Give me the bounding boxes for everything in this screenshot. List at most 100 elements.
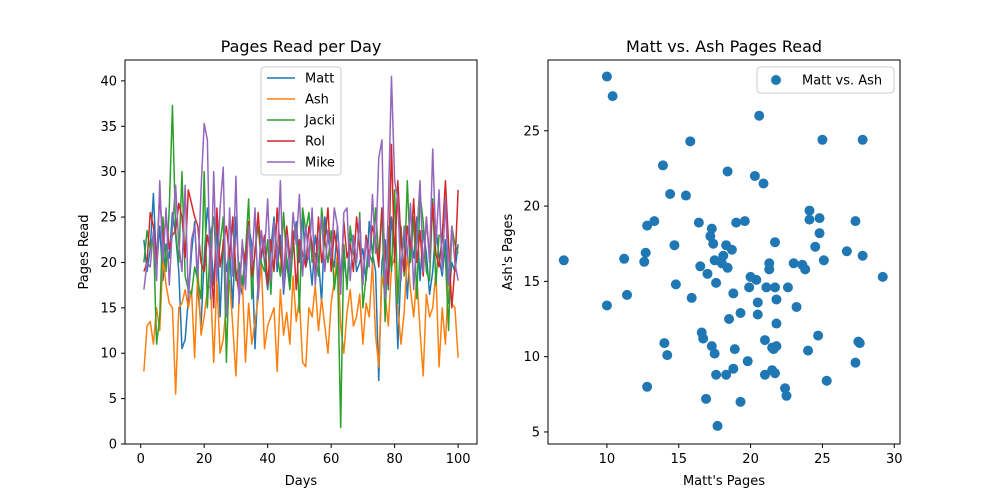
series-line-ash (143, 252, 459, 395)
scatter-chart-xtick-label: 20 (742, 452, 759, 467)
scatter-point (735, 396, 746, 407)
scatter-point (705, 231, 716, 242)
scatter-legend-marker (771, 75, 781, 85)
scatter-point (722, 262, 733, 273)
scatter-point (662, 350, 673, 361)
line-chart-xtick-label: 20 (196, 452, 213, 467)
scatter-chart-ytick-label: 25 (523, 124, 540, 139)
scatter-point (680, 190, 691, 201)
scatter-point (739, 216, 750, 227)
scatter-point (712, 420, 723, 431)
scatter-point (731, 217, 742, 228)
line-chart-ytick-label: 25 (100, 211, 117, 226)
scatter-point (814, 228, 825, 239)
scatter-point (706, 341, 717, 352)
line-chart-panel: Pages Read per Day 0 20 40 60 80 100 0 5 10 15 20 2… (77, 37, 478, 489)
scatter-point (810, 241, 821, 252)
scatter-point (711, 369, 722, 380)
scatter-point (759, 369, 770, 380)
scatter-point (711, 277, 722, 288)
scatter-point (698, 333, 709, 344)
scatter-point (669, 240, 680, 251)
line-chart-xtick-label: 0 (137, 452, 145, 467)
scatter-chart-ylabel: Ash's Pages (501, 213, 516, 290)
scatter-point (857, 250, 868, 261)
scatter-chart-ytick-label: 20 (523, 200, 540, 215)
line-chart-ytick-label: 35 (100, 120, 117, 135)
scatter-point (558, 255, 569, 266)
scatter-point (788, 258, 799, 269)
legend-label-jacki: Jacki (304, 114, 335, 129)
scatter-point (686, 292, 697, 303)
scatter-chart-legend: Matt vs. Ash (756, 66, 895, 94)
scatter-point (718, 250, 729, 261)
scatter-chart-xtick-label: 25 (814, 452, 831, 467)
line-chart-ylabel: Pages Read (77, 214, 92, 289)
scatter-point (782, 282, 793, 293)
series-line-jacki (143, 104, 459, 429)
legend-label-mike: Mike (305, 156, 335, 171)
line-chart-ytick-label: 15 (100, 301, 117, 316)
scatter-chart-xlabel: Matt's Pages (683, 474, 765, 489)
scatter-chart-xtick-label: 10 (599, 452, 616, 467)
scatter-point (724, 314, 735, 325)
scatter-point (659, 338, 670, 349)
line-chart-legend-box (260, 66, 342, 176)
legend-label-rol: Rol (305, 135, 325, 150)
scatter-point (701, 393, 712, 404)
scatter-point (665, 189, 676, 200)
scatter-point (726, 244, 737, 255)
line-chart-title: Pages Read per Day (221, 37, 382, 56)
scatter-point (854, 338, 865, 349)
scatter-point (642, 381, 653, 392)
scatter-point (729, 344, 740, 355)
line-chart-legend: Matt Ash Jacki Rol Mike (260, 66, 342, 176)
scatter-chart-ticks: 10 15 20 25 30 5 10 15 20 25 (523, 124, 902, 467)
scatter-point (735, 307, 746, 318)
scatter-point (791, 301, 802, 312)
line-chart-series (143, 75, 459, 429)
scatter-chart-legend-box (756, 66, 895, 94)
scatter-point (754, 110, 765, 121)
scatter-point (693, 217, 704, 228)
scatter-point (857, 134, 868, 145)
scatter-point (821, 375, 832, 386)
scatter-point (619, 253, 630, 264)
scatter-point (803, 345, 814, 356)
scatter-point (770, 368, 780, 379)
scatter-point (771, 294, 782, 305)
scatter-point (770, 237, 780, 248)
scatter-point (804, 214, 815, 225)
scatter-point (814, 213, 825, 224)
scatter-point (804, 205, 815, 216)
scatter-chart-points (558, 71, 888, 431)
scatter-chart-frame (547, 59, 901, 445)
scatter-point (670, 279, 681, 290)
scatter-chart-title: Matt vs. Ash Pages Read (626, 37, 822, 56)
scatter-legend-label: Matt vs. Ash (802, 74, 882, 89)
scatter-point (781, 390, 792, 401)
scatter-point (749, 170, 760, 181)
scatter-point (780, 383, 791, 394)
scatter-point (657, 160, 668, 171)
scatter-point (728, 363, 739, 374)
line-chart-xtick-label: 100 (446, 452, 471, 467)
line-chart-ytick-label: 20 (100, 256, 117, 271)
scatter-point (742, 356, 753, 367)
scatter-point (817, 134, 828, 145)
scatter-chart-ytick-label: 15 (523, 275, 540, 290)
line-chart-xlabel: Days (285, 474, 318, 489)
scatter-point (702, 268, 713, 279)
scatter-point (601, 300, 612, 311)
scatter-point (622, 289, 633, 300)
scatter-point (818, 255, 829, 266)
scatter-point (708, 238, 719, 249)
scatter-point (744, 282, 755, 293)
line-chart-ytick-label: 5 (109, 392, 117, 407)
scatter-point (721, 369, 732, 380)
scatter-point (706, 223, 717, 234)
scatter-chart-ytick-label: 5 (532, 425, 540, 440)
scatter-chart-ytick-label: 10 (523, 350, 540, 365)
scatter-point (761, 282, 772, 293)
